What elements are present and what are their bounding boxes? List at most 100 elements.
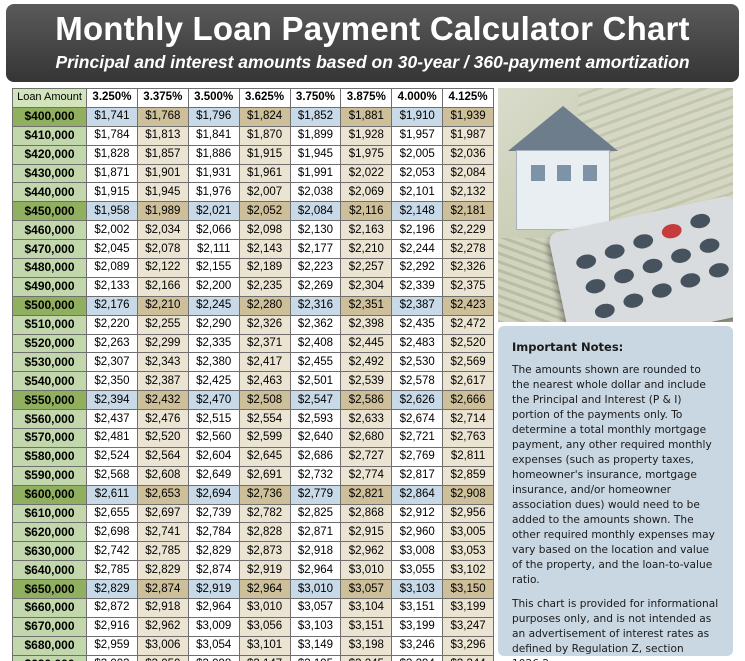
- payment-cell: $2,918: [289, 541, 342, 562]
- payment-cell: $1,957: [391, 125, 444, 146]
- payment-cell: $2,408: [289, 333, 342, 354]
- payment-cell: $2,005: [391, 144, 444, 165]
- payment-cell: $3,344: [442, 654, 494, 661]
- payment-cell: $2,375: [442, 276, 494, 297]
- payment-cell: $2,959: [86, 635, 138, 656]
- loan-amount-cell: $420,000: [12, 144, 87, 165]
- payment-cell: $1,939: [442, 106, 494, 127]
- payment-cell: $2,455: [289, 352, 342, 373]
- payment-cell: $2,811: [442, 446, 494, 467]
- house-window: [557, 165, 571, 181]
- table-row: $540,000 $2,350 $2,387 $2,425 $2,463 $2,501 $2…: [12, 371, 494, 392]
- payment-cell: $2,326: [238, 314, 291, 335]
- loan-amount-cell: $630,000: [12, 541, 87, 562]
- payment-cell: $2,874: [187, 560, 240, 581]
- table-row: $580,000 $2,524 $2,564 $2,604 $2,645 $2,686 $2…: [12, 446, 494, 467]
- payment-cell: $2,829: [136, 560, 189, 581]
- loan-amount-cell: $500,000: [12, 295, 87, 316]
- payment-cell: $2,611: [86, 484, 138, 505]
- table-row: $470,000 $2,045 $2,078 $2,111 $2,143 $2,177 $2…: [12, 239, 494, 260]
- loan-amount-cell: $640,000: [12, 560, 87, 581]
- payment-cell: $2,132: [442, 182, 494, 203]
- payment-cell: $3,296: [442, 635, 494, 656]
- payment-cell: $2,481: [86, 428, 138, 448]
- calculator-key: [603, 242, 626, 261]
- payment-cell: $1,931: [187, 163, 240, 184]
- payment-cell: $3,294: [391, 654, 444, 661]
- payment-cell: $1,824: [238, 106, 291, 127]
- payment-cell: $1,991: [289, 163, 342, 184]
- loan-amount-cell: $460,000: [12, 220, 87, 241]
- payment-cell: $2,691: [238, 465, 291, 486]
- table-row: $690,000$3,003$3,050$3,098$3,147$3,195$3…: [12, 654, 494, 661]
- payment-cell: $2,964: [238, 579, 291, 600]
- table-row: $670,000 $2,916 $2,962 $3,009 $3,056 $3,103 $3…: [12, 616, 494, 637]
- payment-cell: $3,102: [442, 560, 494, 581]
- payment-cell: $1,987: [442, 125, 494, 146]
- payment-cell: $2,873: [238, 541, 291, 562]
- loan-amount-cell: $570,000: [12, 428, 87, 448]
- loan-amount-cell: $520,000: [12, 333, 87, 354]
- payment-cell: $2,417: [238, 352, 291, 373]
- payment-cell: $3,101: [238, 635, 291, 656]
- rate-header: 3.750%: [289, 88, 342, 108]
- payment-cell: $2,002: [86, 220, 138, 241]
- loan-amount-cell: $540,000: [12, 371, 87, 392]
- payment-cell: $2,053: [391, 163, 444, 184]
- payment-cell: $2,210: [340, 239, 393, 260]
- payment-cell: $2,530: [391, 352, 444, 373]
- payment-cell: $2,176: [86, 295, 138, 316]
- payment-cell: $1,881: [340, 106, 393, 127]
- payment-cell: $1,871: [86, 163, 138, 184]
- payment-cell: $2,255: [136, 314, 189, 335]
- payment-cell: $2,960: [391, 522, 444, 543]
- calculator-key: [679, 271, 702, 290]
- payment-cell: $2,052: [238, 201, 291, 222]
- payment-cell: $2,307: [86, 352, 138, 373]
- payment-cell: $3,005: [442, 522, 494, 543]
- payment-cell: $2,122: [136, 258, 189, 278]
- payment-cell: $2,326: [442, 258, 494, 278]
- payment-cell: $2,956: [442, 503, 494, 524]
- payment-cell: $3,055: [391, 560, 444, 581]
- house-money-calculator-photo: [498, 88, 733, 322]
- payment-cell: $1,901: [136, 163, 189, 184]
- calculator-key: [612, 267, 636, 286]
- payment-cell: $2,045: [86, 239, 138, 260]
- payment-cell: $2,189: [238, 258, 291, 278]
- payment-cell: $2,871: [289, 522, 342, 543]
- payment-cell: $1,928: [340, 125, 393, 146]
- payment-cell: $3,151: [340, 616, 393, 637]
- payment-cell: $2,181: [442, 201, 494, 222]
- table-row: $510,000 $2,220 $2,255 $2,290 $2,326 $2,362 $2…: [12, 314, 494, 335]
- payment-cell: $2,649: [187, 465, 240, 486]
- loan-amount-cell: $550,000: [12, 390, 87, 411]
- payment-cell: $3,006: [136, 635, 189, 656]
- payment-cell: $2,520: [136, 428, 189, 448]
- payment-cell: $2,111: [187, 239, 240, 260]
- payment-cell: $2,038: [289, 182, 342, 203]
- calculator-key: [574, 252, 598, 271]
- payment-cell: $1,976: [187, 182, 240, 203]
- loan-amount-cell: $600,000: [12, 484, 87, 505]
- payment-cell: $2,299: [136, 333, 189, 354]
- payment-cell: $2,380: [187, 352, 240, 373]
- payment-cell: $2,034: [136, 220, 189, 241]
- payment-cell: $2,304: [340, 276, 393, 297]
- calculator-key: [631, 232, 655, 251]
- payment-cell: $2,763: [442, 428, 494, 448]
- table-row: $570,000 $2,481 $2,520 $2,560 $2,599 $2,640 $2…: [12, 428, 494, 448]
- payment-cell: $2,021: [187, 201, 240, 222]
- loan-amount-cell: $480,000: [12, 258, 87, 278]
- payment-cell: $3,010: [238, 598, 291, 618]
- payment-cell: $2,666: [442, 390, 494, 411]
- payment-cell: $2,604: [187, 446, 240, 467]
- payment-cell: $2,339: [391, 276, 444, 297]
- payment-cell: $2,143: [238, 239, 291, 260]
- payment-cell: $2,223: [289, 258, 342, 278]
- payment-cell: $2,633: [340, 409, 393, 430]
- payment-cell: $2,736: [238, 484, 291, 505]
- payment-cell: $2,739: [187, 503, 240, 524]
- payment-cell: $2,492: [340, 352, 393, 373]
- payment-cell: $3,147: [238, 654, 291, 661]
